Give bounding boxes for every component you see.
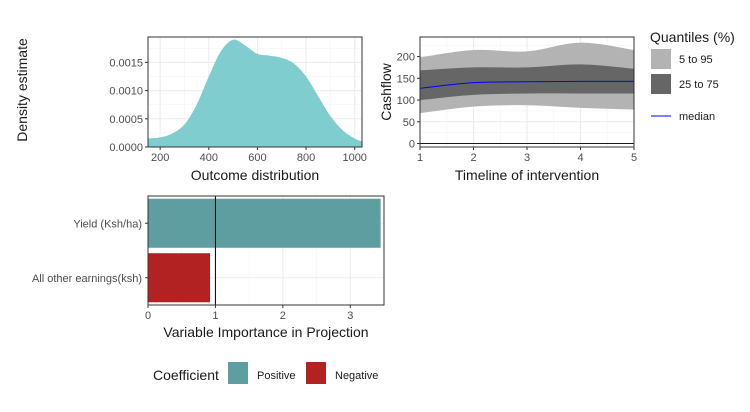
legend-label-median: median [679, 111, 715, 123]
density-y-tick-label: 0.0015 [109, 57, 143, 69]
cashflow-y-axis-title: Cashflow [378, 62, 394, 120]
vip-x-axis-title: Variable Importance in Projection [163, 324, 368, 340]
quantiles-legend: Quantiles (%) 5 to 95 25 to 75 median [650, 29, 735, 123]
vip-x-tick-label: 1 [212, 310, 218, 322]
legend-key-negative [306, 362, 326, 384]
legend-label-5-95: 5 to 95 [679, 54, 713, 66]
density-x-tick-label: 200 [151, 152, 169, 164]
legend-label-positive: Positive [257, 370, 296, 382]
density-panel: 200 400 600 800 1000 0.0000 0.0005 0.0010 0.0015… [14, 36, 367, 183]
legend-key-5-95 [651, 49, 671, 69]
density-y-tick-label: 0.0005 [109, 114, 143, 126]
vip-tick-labels: 0 1 2 3 Yield (Ksh/ha) All other earnings(ksh… [32, 218, 353, 322]
vip-category-label: Yield (Ksh/ha) [73, 218, 142, 230]
cashflow-x-tick-label: 5 [631, 152, 637, 164]
cashflow-x-tick-label: 2 [470, 152, 476, 164]
legend-key-25-75 [651, 74, 671, 94]
cashflow-y-tick-label: 200 [397, 52, 415, 64]
density-x-tick-label: 1000 [342, 152, 366, 164]
vip-panel: 0 1 2 3 Yield (Ksh/ha) All other earnings(ksh… [32, 195, 385, 384]
density-y-tick-label: 0.0010 [109, 86, 143, 98]
coefficient-legend: Coefficient Positive Negative [153, 362, 378, 384]
vip-x-tick-label: 0 [145, 310, 151, 322]
density-area [148, 39, 362, 147]
cashflow-y-tick-label: 150 [397, 73, 415, 85]
legend-label-25-75: 25 to 75 [679, 79, 719, 91]
vip-category-label: All other earnings(ksh) [32, 273, 142, 285]
density-frame [147, 36, 363, 148]
coefficient-legend-title: Coefficient [153, 367, 219, 383]
cashflow-x-tick-label: 4 [577, 152, 583, 164]
cashflow-y-tick-label: 50 [403, 117, 415, 129]
vip-bars [148, 198, 381, 303]
cashflow-y-tick-label: 0 [409, 139, 415, 151]
density-x-tick-label: 400 [200, 152, 218, 164]
vip-frame [147, 195, 385, 306]
cashflow-x-tick-label: 1 [417, 152, 423, 164]
quantiles-legend-title: Quantiles (%) [650, 29, 735, 45]
cashflow-x-axis-title: Timeline of intervention [455, 167, 599, 183]
cashflow-x-tick-label: 3 [524, 152, 530, 164]
vip-x-tick-label: 3 [347, 310, 353, 322]
legend-label-negative: Negative [335, 370, 378, 382]
cashflow-median-line [419, 80, 635, 89]
density-x-tick-label: 600 [248, 152, 266, 164]
density-x-tick-label: 800 [297, 152, 315, 164]
vip-bar [148, 198, 381, 248]
legend-key-positive [228, 362, 248, 384]
density-y-axis-title: Density estimate [14, 38, 30, 142]
cashflow-y-tick-label: 100 [397, 95, 415, 107]
density-tick-labels: 200 400 600 800 1000 0.0000 0.0005 0.0010 0.0015 [109, 57, 367, 164]
vip-bar [148, 253, 211, 303]
vip-x-tick-label: 2 [280, 310, 286, 322]
density-x-axis-title: Outcome distribution [191, 167, 319, 183]
density-y-tick-label: 0.0000 [109, 142, 143, 154]
